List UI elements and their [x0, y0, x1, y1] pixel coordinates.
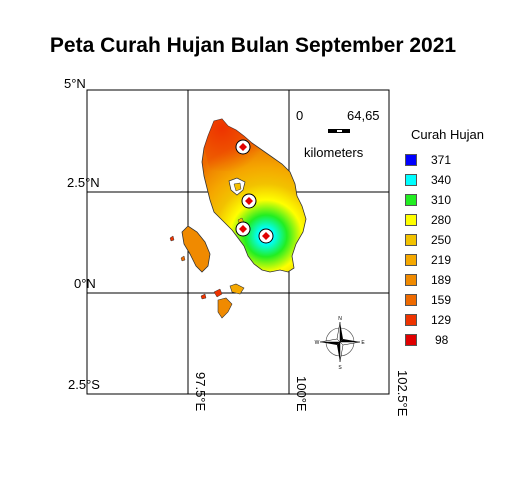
lat-label-2-5n: 2.5°N: [67, 175, 100, 190]
map-title: Peta Curah Hujan Bulan September 2021: [49, 34, 457, 57]
svg-text:E: E: [361, 340, 365, 346]
svg-text:N: N: [338, 316, 342, 322]
nias-island: [181, 225, 211, 273]
legend-swatch: [405, 154, 417, 166]
compass-rose-icon: N S E W: [315, 316, 366, 371]
legend-item: 159: [405, 290, 451, 310]
svg-text:W: W: [315, 340, 320, 346]
legend-swatch: [405, 274, 417, 286]
islet-1: [169, 235, 175, 242]
islet-4: [200, 293, 207, 300]
legend-item: 250: [405, 230, 451, 250]
legend-label: 189: [431, 273, 452, 287]
legend-item: 310: [405, 190, 451, 210]
batu-island-1: [229, 283, 245, 295]
islet-3: [213, 288, 223, 298]
svg-text:S: S: [338, 365, 342, 371]
lon-label-102-5e: 102.5°E: [395, 370, 410, 417]
legend-item: 129: [405, 310, 451, 330]
legend-label: 340: [431, 173, 452, 187]
legend-item: 219: [405, 250, 451, 270]
samosir-island: [233, 182, 242, 192]
islet-2: [180, 255, 186, 262]
legend-item: 371: [405, 150, 451, 170]
station-marker-icon[interactable]: [235, 139, 251, 155]
scale-unit-label: kilometers: [304, 145, 364, 160]
station-marker-icon[interactable]: [235, 221, 251, 237]
batu-island-2: [217, 297, 233, 319]
legend-swatch: [405, 254, 417, 266]
legend-item: 98: [405, 330, 451, 350]
lon-label-100e: 100°E: [294, 376, 309, 412]
legend-item: 189: [405, 270, 451, 290]
legend-label: 250: [431, 233, 452, 247]
legend-swatch: [405, 214, 417, 226]
legend-label: 98: [435, 333, 449, 347]
legend-swatch: [405, 194, 417, 206]
legend-label: 159: [431, 293, 452, 307]
legend-label: 129: [431, 313, 452, 327]
legend-swatch: [405, 174, 417, 186]
station-marker-icon[interactable]: [258, 228, 274, 244]
islands: [169, 217, 245, 319]
lon-label-97-5e: 97.5°E: [193, 372, 208, 412]
lat-label-0n: 0°N: [74, 276, 96, 291]
station-marker-icon[interactable]: [241, 193, 257, 209]
legend-label: 371: [431, 153, 452, 167]
lat-label-5n: 5°N: [64, 76, 86, 91]
legend: 371 340 310 280 250 219 189 159 129 98: [405, 150, 451, 350]
lat-label-2-5s: 2.5°S: [68, 377, 100, 392]
legend-swatch: [405, 334, 417, 346]
legend-swatch: [405, 314, 417, 326]
legend-label: 219: [431, 253, 452, 267]
scale-bar-graphic: [328, 129, 350, 133]
legend-title: Curah Hujan: [411, 127, 484, 142]
legend-swatch: [405, 294, 417, 306]
legend-swatch: [405, 234, 417, 246]
legend-label: 280: [431, 213, 452, 227]
legend-label: 310: [431, 193, 452, 207]
legend-item: 340: [405, 170, 451, 190]
legend-item: 280: [405, 210, 451, 230]
scale-end-label: 64,65: [347, 108, 380, 123]
scale-start-label: 0: [296, 108, 304, 123]
